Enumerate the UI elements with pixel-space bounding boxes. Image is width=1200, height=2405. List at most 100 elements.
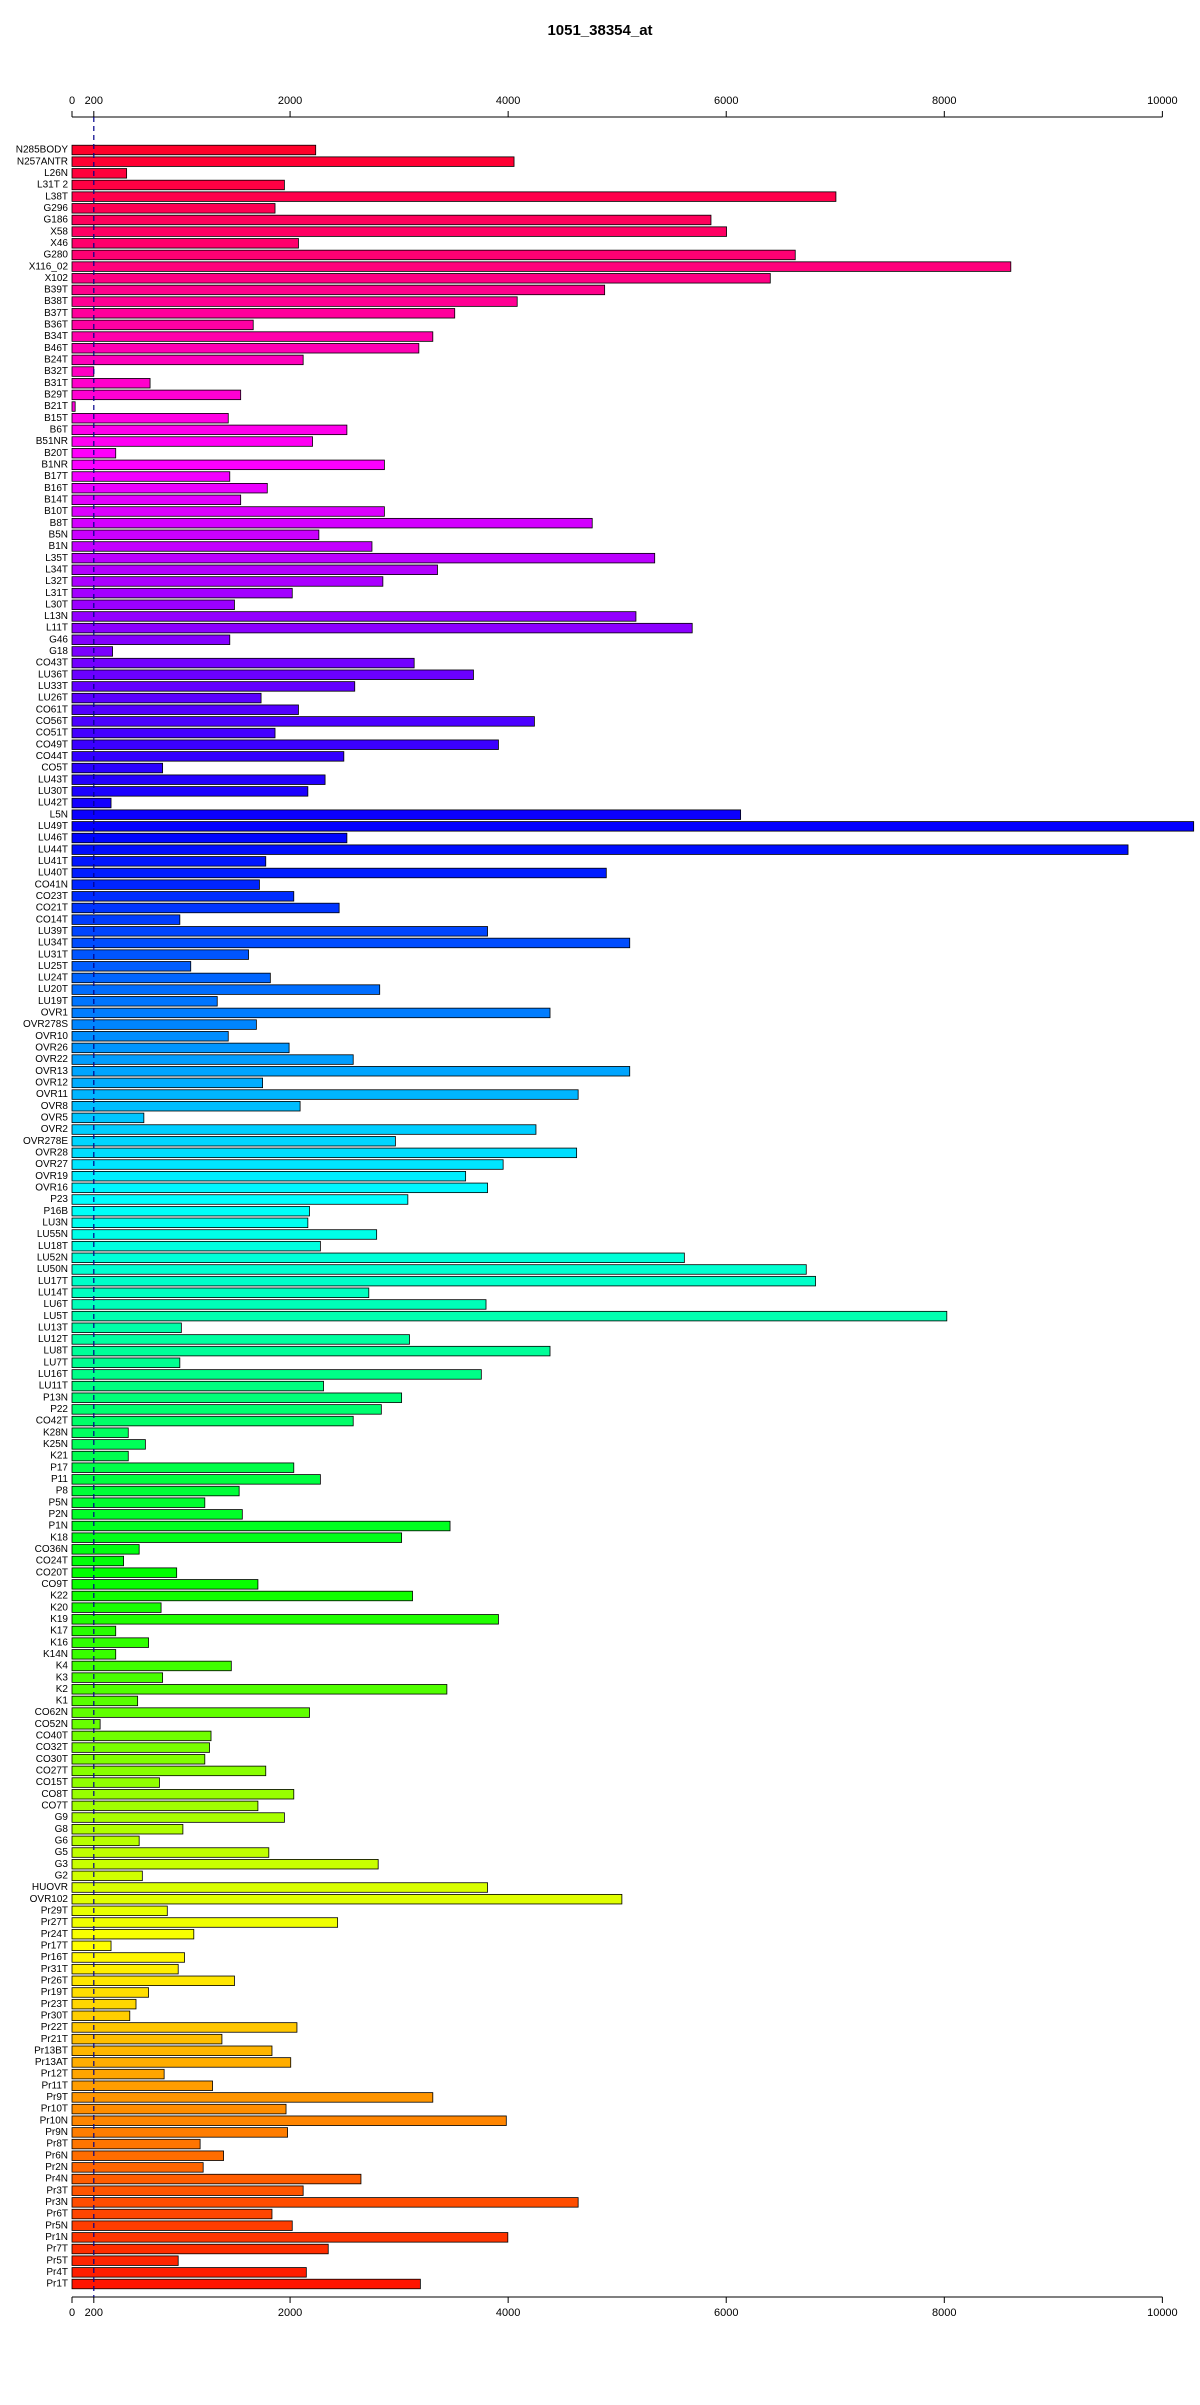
y-tick-label: B39T [44, 285, 68, 296]
y-tick-label: CO5T [41, 763, 68, 774]
bar [71, 1357, 181, 1368]
y-tick-label: Pr26T [41, 1975, 68, 1986]
bar [71, 1963, 179, 1975]
bar [71, 308, 456, 319]
y-tick-label: CO8T [41, 1789, 68, 1800]
bar [71, 2173, 362, 2185]
bar [71, 1310, 948, 1322]
bar [71, 972, 271, 984]
y-tick-label: LU6T [44, 1299, 68, 1310]
x-tick-label: 4000 [496, 95, 520, 107]
y-tick-label: CO27T [36, 1766, 68, 1777]
bar [71, 1742, 210, 1753]
bar [71, 1089, 579, 1100]
y-tick-label: L5N [50, 809, 68, 820]
bar [71, 1800, 259, 1812]
y-tick-label: LU41T [38, 856, 68, 867]
bar [71, 1054, 354, 1065]
bar [71, 1124, 537, 1135]
y-tick-label: B17T [44, 471, 68, 482]
bar [71, 1439, 146, 1450]
bar [71, 1392, 403, 1403]
bar [71, 354, 304, 366]
bar [71, 2115, 507, 2126]
y-tick-label: LU33T [38, 681, 68, 692]
bar [71, 996, 218, 1007]
y-tick-label: B38T [44, 296, 68, 307]
bar [71, 541, 373, 552]
y-tick-label: Pr12T [41, 2069, 68, 2080]
y-tick-label: P8 [56, 1486, 69, 1497]
bar [71, 529, 320, 541]
y-tick-label: B46T [44, 343, 68, 354]
bar [71, 611, 637, 622]
y-tick-label: P2N [49, 1509, 68, 1520]
bar [71, 1893, 623, 1905]
y-tick-label: G280 [44, 250, 69, 261]
y-tick-label: Pr2N [45, 2162, 68, 2173]
bar [71, 378, 151, 389]
y-tick-label: Pr6T [46, 2209, 68, 2220]
y-tick-label: CO56T [36, 716, 68, 727]
y-tick-label: X58 [50, 226, 68, 237]
bar [71, 1007, 551, 1019]
y-tick-label: Pr11T [42, 2080, 69, 2091]
bar [71, 494, 242, 506]
bar [71, 657, 415, 669]
bar [71, 1544, 140, 1555]
y-tick-label: LU24T [38, 973, 68, 984]
bar [71, 2033, 223, 2045]
y-tick-label: K16 [50, 1637, 68, 1648]
bar [71, 984, 381, 995]
y-tick-label: LU40T [38, 868, 68, 879]
x-tick-label: 2000 [278, 2307, 302, 2319]
bar [71, 1987, 149, 1998]
bar [71, 156, 515, 167]
y-tick-label: Pr9T [46, 2092, 68, 2103]
bar [71, 1765, 267, 1777]
bar [71, 1672, 164, 1683]
bar [71, 704, 299, 715]
y-tick-label: K17 [50, 1626, 68, 1637]
y-tick-label: Pr17T [41, 1940, 68, 1951]
y-tick-label: OVR11 [36, 1089, 68, 1100]
y-tick-label: K14N [43, 1649, 68, 1660]
y-tick-label: CO51T [36, 728, 68, 739]
y-tick-label: P11 [51, 1474, 68, 1485]
y-tick-label: P1N [49, 1521, 68, 1532]
bar [71, 226, 727, 237]
y-tick-label: L31T 2 [37, 180, 68, 191]
bar [71, 424, 348, 436]
bar [71, 1205, 310, 1217]
y-tick-label: LU42T [38, 798, 68, 809]
y-tick-label: Pr10T [41, 2104, 68, 2115]
y-tick-label: Pr5T [46, 2255, 68, 2266]
y-tick-label: LU55N [37, 1229, 68, 1240]
y-tick-label: OVR13 [35, 1066, 68, 1077]
bar [71, 249, 796, 261]
y-tick-label: LU13T [38, 1322, 68, 1333]
x-tick-label: 6000 [714, 2307, 738, 2319]
y-tick-label: Pr3N [45, 2197, 68, 2208]
y-tick-label: Pr7T [46, 2244, 68, 2255]
bar [71, 949, 249, 960]
bar [71, 144, 317, 156]
y-tick-label: CO40T [36, 1731, 68, 1742]
bar [71, 2255, 179, 2266]
y-tick-label: LU50N [37, 1264, 68, 1275]
chart-title: 1051_38354_at [547, 22, 652, 39]
bar [71, 506, 385, 517]
y-tick-label: L30T [45, 599, 68, 610]
bar [71, 914, 181, 925]
bar [71, 727, 276, 739]
y-tick-label: CO49T [36, 739, 68, 750]
y-tick-label: L26N [44, 168, 68, 179]
y-tick-label: Pr3T [46, 2185, 68, 2196]
y-tick-label: CO42T [36, 1416, 68, 1427]
bar [71, 832, 348, 844]
bar [71, 2232, 509, 2243]
y-tick-label: P17 [50, 1462, 68, 1473]
bar [71, 1777, 160, 1788]
bar [71, 762, 164, 774]
